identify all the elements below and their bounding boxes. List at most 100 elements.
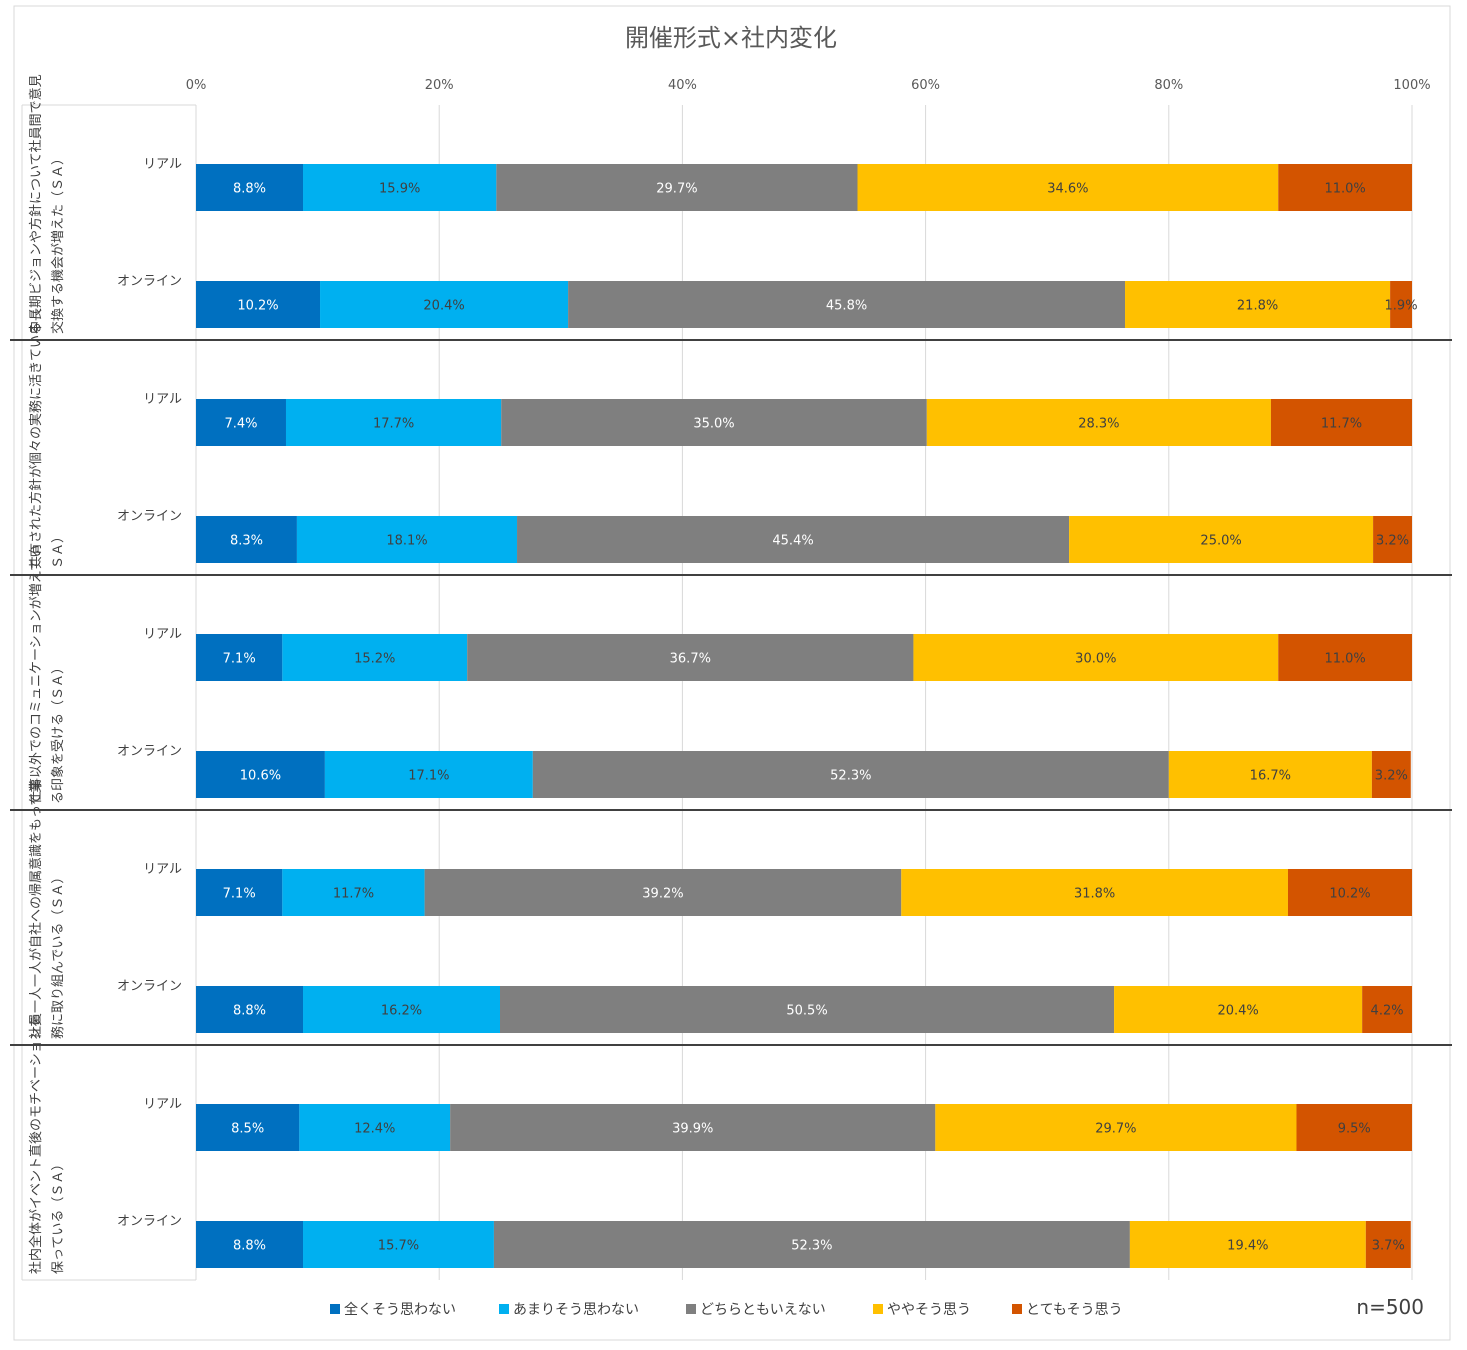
bar-segment <box>1287 869 1412 916</box>
x-axis-ticks: 0% 20% 40% 60% 80% 100% <box>186 78 1431 93</box>
data-label: 11.0% <box>1324 652 1365 667</box>
x-tick-label: 20% <box>425 78 454 93</box>
data-label: 8.8% <box>233 182 266 197</box>
bar-segment <box>1129 1221 1366 1268</box>
group-label: 社内全体がイベント直後のモチベーションを 保っている（ＳＡ） <box>28 1014 66 1274</box>
data-label: 21.8% <box>1237 299 1278 314</box>
bar-segment <box>500 986 1115 1033</box>
data-label: 20.4% <box>423 299 464 314</box>
bar-segment <box>324 751 533 798</box>
bar-segment <box>1114 986 1363 1033</box>
bar-segment <box>196 634 283 681</box>
group-label: 社員一人一人が自社への帰属意識をもって業 務に取り組んでいる（ＳＡ） <box>28 780 66 1039</box>
legend-swatch <box>686 1304 696 1314</box>
bars: 8.8% 15.9% 29.7% 34.6% 11.0% 10.2% 20.4% 45.8% 2… <box>196 164 1418 1268</box>
data-label: 31.8% <box>1074 887 1115 902</box>
bar-segment <box>1278 634 1412 681</box>
bar-segment <box>568 281 1126 328</box>
group-label-line: 保っている（ＳＡ） <box>51 1158 66 1274</box>
bar-segment <box>285 399 502 446</box>
bar-segment <box>196 869 283 916</box>
data-label: 11.7% <box>333 887 374 902</box>
group-label: 中長期ビジョンや方針について社員間で意見 交換する機会が増えた（ＳＡ） <box>28 74 66 334</box>
data-label: 28.3% <box>1078 417 1119 432</box>
group-label: 共有された方針が個々の実務に活きている（ ＳＡ） <box>28 309 66 569</box>
bar-segment <box>196 399 286 446</box>
bar-segment <box>450 1104 936 1151</box>
data-label: 8.8% <box>233 1004 266 1019</box>
row-category-label: リアル <box>143 392 182 407</box>
data-label: 34.6% <box>1047 182 1088 197</box>
legend-swatch <box>499 1304 509 1314</box>
bar-segment <box>1069 516 1374 563</box>
legend-swatch <box>330 1304 340 1314</box>
bar-segment <box>935 1104 1297 1151</box>
data-label: 15.9% <box>379 182 420 197</box>
legend-swatch <box>1012 1304 1022 1314</box>
data-label: 15.7% <box>378 1239 419 1254</box>
bar-segment <box>517 516 1070 563</box>
bar-segment <box>857 164 1279 211</box>
group-label: 仕事以外でのコミュニケーションが増えてい る印象を受ける（ＳＡ） <box>29 545 66 804</box>
bar-segment <box>196 1104 300 1151</box>
bar-segment <box>282 869 425 916</box>
data-label: 9.5% <box>1338 1122 1371 1137</box>
group-label-line: 共有された方針が個々の実務に活きている（ <box>28 309 44 569</box>
row-category-label: オンライン <box>117 744 182 759</box>
bar-segment <box>320 281 569 328</box>
bar-segment <box>424 869 902 916</box>
data-label: 29.7% <box>1095 1122 1136 1137</box>
data-label: 7.1% <box>223 887 256 902</box>
chart-title: 開催形式×社内変化 <box>625 24 837 52</box>
data-label: 8.8% <box>233 1239 266 1254</box>
group-label-line: 中長期ビジョンや方針について社員間で意見 <box>28 74 44 334</box>
row-category-label: リアル <box>143 627 182 642</box>
bar-segment <box>282 634 468 681</box>
data-label: 52.3% <box>791 1239 832 1254</box>
bar-segment <box>501 399 927 446</box>
bar-segment <box>913 634 1279 681</box>
legend: 全くそう思わない あまりそう思わない どちらともいえない ややそう思う とてもそう思う <box>330 1301 1123 1318</box>
data-label: 11.7% <box>1321 417 1362 432</box>
data-label: 7.4% <box>224 417 257 432</box>
data-label: 7.1% <box>223 652 256 667</box>
bar-segment <box>196 1221 304 1268</box>
data-label: 8.5% <box>231 1122 264 1137</box>
sample-size-note: n=500 <box>1356 1295 1424 1319</box>
row-category-label: リアル <box>143 862 182 877</box>
data-label: 10.6% <box>240 769 281 784</box>
data-label: 11.0% <box>1324 182 1365 197</box>
data-label: 3.7% <box>1372 1239 1405 1254</box>
row-category-label: オンライン <box>117 509 182 524</box>
bar-segment <box>493 1221 1130 1268</box>
data-label: 39.2% <box>642 887 683 902</box>
data-label: 15.2% <box>354 652 395 667</box>
bar-segment <box>532 751 1169 798</box>
data-label: 29.7% <box>656 182 697 197</box>
data-label: 45.8% <box>826 299 867 314</box>
x-tick-label: 0% <box>186 78 207 93</box>
data-label: 25.0% <box>1200 534 1241 549</box>
x-tick-label: 80% <box>1154 78 1183 93</box>
group-label-line: る印象を受ける（ＳＡ） <box>51 661 66 804</box>
data-label: 20.4% <box>1217 1004 1258 1019</box>
bar-segment <box>196 516 297 563</box>
data-label: 36.7% <box>670 652 711 667</box>
bar-segment <box>296 516 518 563</box>
row-category-label: オンライン <box>117 1214 182 1229</box>
data-label: 16.2% <box>381 1004 422 1019</box>
data-label: 30.0% <box>1075 652 1116 667</box>
row-category-label: リアル <box>143 157 182 172</box>
x-tick-label: 40% <box>668 78 697 93</box>
group-label-line: 交換する機会が増えた（ＳＡ） <box>50 152 66 334</box>
legend-label: あまりそう思わない <box>513 1302 639 1318</box>
row-category-label: リアル <box>143 1097 182 1112</box>
bar-segment <box>196 751 325 798</box>
legend-swatch <box>873 1304 883 1314</box>
bar-segment <box>196 164 304 211</box>
data-label: 39.9% <box>672 1122 713 1137</box>
bar-segment <box>1373 516 1412 563</box>
data-label: 1.9% <box>1385 299 1418 314</box>
data-label: 35.0% <box>693 417 734 432</box>
